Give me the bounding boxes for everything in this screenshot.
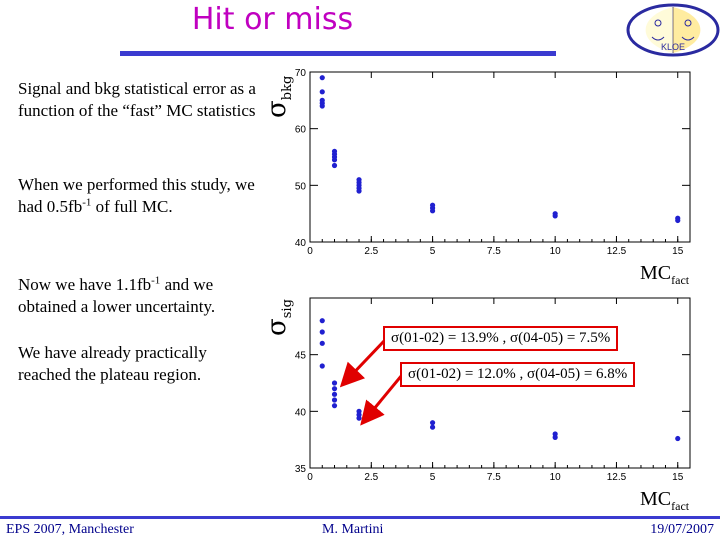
footer-center: M. Martini [322,522,384,537]
footer-rule [0,516,720,519]
paragraph-4: We have already practically reached the … [18,343,207,384]
x-tick-label: 0 [307,246,313,256]
data-point [319,318,325,324]
x-tick-label: 0 [307,472,313,483]
data-point [319,340,325,346]
x-tick-label: 12.5 [607,246,627,256]
paragraph-1: Signal and bkg statistical error as a fu… [18,79,256,120]
data-point [552,434,558,440]
data-point [552,213,558,219]
logo-text: KLOE [661,42,685,52]
data-point [319,329,325,335]
kloe-logo: KLOE [626,3,720,57]
paragraph-2: When we performed this study, we had 0.5… [18,175,255,216]
x-tick-label: 10 [550,472,562,483]
y-tick-label: 40 [295,238,307,249]
bkg-scatter-plot: 0 2.5 5 7.5 10 12.5 15 40 50 60 70 [295,68,691,256]
plot-frame [309,71,691,243]
y-tick-label: 60 [295,125,307,136]
bkg-x-axis-label: MCfact [640,262,690,287]
data-point [675,217,681,224]
data-point [331,162,338,169]
data-point [356,188,362,194]
sig-x-axis-label: MCfact [640,488,690,513]
x-tick-label: 5 [430,246,436,256]
data-point [319,89,325,95]
data-point [331,397,338,403]
arrow-2 [360,374,404,426]
x-tick-label: 15 [672,246,684,256]
x-tick-label: 2.5 [364,246,378,256]
y-tick-label: 50 [295,181,307,192]
annotation-box-1: σ(01-02) = 13.9% , σ(04-05) = 7.5% [383,326,619,351]
slide-title: Hit or miss [191,2,354,37]
data-point [319,75,325,81]
data-point [429,424,436,430]
x-tick-label: 2.5 [364,472,378,483]
y-tick-label: 35 [295,464,307,475]
x-tick-label: 7.5 [487,472,501,483]
y-tick-label: 45 [295,351,307,362]
data-point [675,435,681,442]
arrow-1 [339,338,387,388]
y-tick-label: 70 [295,68,307,79]
data-point [319,103,325,109]
plot-frame [309,297,691,469]
title-underline [120,51,556,56]
x-tick-label: 7.5 [487,246,501,256]
data-point [331,403,338,409]
footer-right: 19/07/2007 [650,522,714,537]
data-point [331,157,338,163]
x-tick-label: 5 [430,472,436,483]
data-point [429,420,436,426]
annotation-box-2: σ(01-02) = 12.0% , σ(04-05) = 6.8% [400,362,636,387]
sig-scatter-plot: 0 2.5 5 7.5 10 12.5 15 35 40 45 [295,297,691,483]
data-point [331,380,338,386]
x-tick-label: 10 [550,246,562,256]
data-point [429,208,436,214]
x-tick-label: 15 [672,472,684,483]
data-point [331,391,338,397]
footer-left: EPS 2007, Manchester [6,522,134,537]
paragraph-3: Now we have 1.1fb-1 and we obtained a lo… [18,274,216,316]
y-tick-label: 40 [295,407,307,418]
data-point [331,386,338,392]
x-tick-label: 12.5 [607,472,627,483]
data-point [319,363,325,369]
